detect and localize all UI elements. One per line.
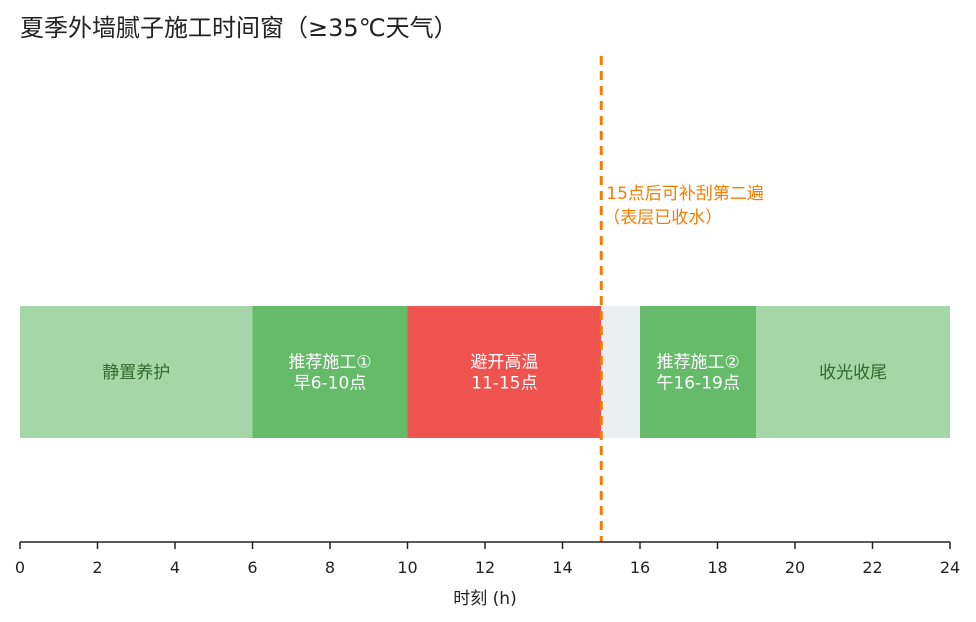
x-tick-label-16: 16 [630,558,650,577]
segment-label-1-1: 早6-10点 [294,374,367,394]
timeline-segment-5 [756,306,950,438]
x-axis-ticks: 0 2 4 6 8 10 12 14 16 18 20 22 24 [15,542,960,577]
x-tick-label-14: 14 [552,558,572,577]
annotation-layer: 15点后可补刮第二遍 （表层已收水） [599,56,764,542]
timeline-segment-3 [601,306,640,438]
x-tick-label-18: 18 [707,558,727,577]
segment-label-4-1: 午16-19点 [656,374,739,394]
segment-label-2-0: 避开高温 [470,353,538,373]
x-tick-label-10: 10 [397,558,417,577]
x-tick-label-20: 20 [785,558,805,577]
segment-label-5-0: 收光收尾 [819,363,887,383]
segment-label-2-1: 11-15点 [471,374,537,394]
segment-label-4-0: 推荐施工② [657,353,740,373]
timeline-segment-2 [407,306,602,438]
timeline-segment-0 [20,306,253,438]
x-tick-label-4: 4 [170,558,180,577]
x-tick-label-8: 8 [325,558,335,577]
x-tick-label-12: 12 [475,558,495,577]
segment-label-1-0: 推荐施工① [288,353,371,373]
x-tick-label-22: 22 [862,558,882,577]
annotation-text-0: 15点后可补刮第二遍 [606,184,764,204]
segment-label-0-0: 静置养护 [102,363,170,383]
x-tick-label-6: 6 [247,558,257,577]
timeline-segment-1 [252,306,408,438]
annotation-text-1: （表层已收水） [603,208,722,228]
x-tick-label-0: 0 [15,558,25,577]
timeline-segment-4 [640,306,757,438]
x-axis: 0 2 4 6 8 10 12 14 16 18 20 22 24 [15,541,960,577]
chart-title: 夏季外墙腻子施工时间窗（≥35℃天气） [20,14,458,42]
x-tick-label-24: 24 [940,558,960,577]
x-axis-label: 时刻 (h) [453,589,516,609]
x-tick-label-2: 2 [92,558,102,577]
